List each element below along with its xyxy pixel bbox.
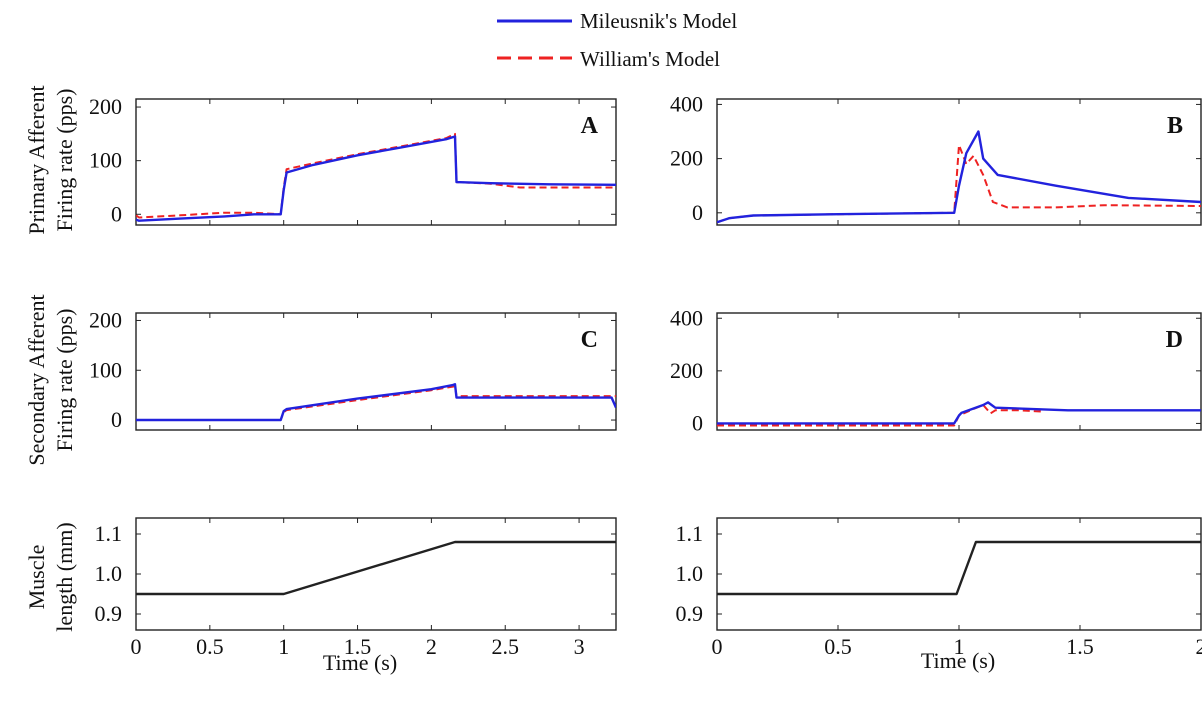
y-tick-label: 1.0 bbox=[676, 561, 704, 586]
panel-a: 0 100 200 A bbox=[89, 94, 617, 226]
y-tick-label: 0 bbox=[111, 201, 122, 226]
y-tick-label: 100 bbox=[89, 357, 122, 382]
ylabel-length-line2: length (mm) bbox=[52, 522, 77, 631]
panel-label: D bbox=[1166, 327, 1183, 353]
ylabel-secondary-line2: Firing rate (pps) bbox=[52, 309, 77, 452]
series-line-mileusnik-s-model bbox=[717, 130, 1201, 224]
x-tick-label: 2 bbox=[1196, 634, 1202, 659]
plot-frame bbox=[135, 312, 617, 431]
plot-frame bbox=[135, 517, 617, 631]
panel-label: B bbox=[1167, 113, 1183, 139]
x-tick-label: 3 bbox=[574, 634, 585, 659]
series-line-length bbox=[136, 540, 616, 596]
x-tick-label: 1.5 bbox=[344, 634, 372, 659]
series-line-william-s-model bbox=[136, 132, 616, 219]
panel-c: 0 100 200 C bbox=[89, 307, 617, 432]
plot-frame bbox=[716, 517, 1202, 631]
x-tick-label: 1.5 bbox=[1066, 634, 1094, 659]
y-tick-label: 400 bbox=[670, 305, 703, 330]
panel-d: 0 200 400 D bbox=[670, 305, 1202, 435]
x-tick-label: 2.5 bbox=[491, 634, 519, 659]
x-tick-label: 0.5 bbox=[824, 634, 852, 659]
y-tick-label: 1.1 bbox=[676, 521, 704, 546]
panel-b: 0 200 400 B bbox=[670, 91, 1202, 226]
xlabel-left: Time (s) bbox=[323, 650, 397, 675]
y-tick-label: 400 bbox=[670, 91, 703, 116]
series-line-mileusnik-s-model bbox=[717, 401, 1201, 425]
y-tick-label: 100 bbox=[89, 148, 122, 173]
series-line-mileusnik-s-model bbox=[136, 135, 616, 222]
x-tick-label: 2 bbox=[426, 634, 437, 659]
y-tick-label: 0.9 bbox=[95, 601, 123, 626]
x-tick-label: 0.5 bbox=[196, 634, 224, 659]
x-tick-label: 1 bbox=[954, 634, 965, 659]
ylabel-secondary-line1: Secondary Afferent bbox=[24, 294, 49, 465]
legend-label-mileusnik: Mileusnik's Model bbox=[580, 9, 737, 33]
x-tick-label: 1 bbox=[278, 634, 289, 659]
series-line-mileusnik-s-model bbox=[136, 383, 616, 422]
panel-length-left: 0.9 1.0 1.1 0 0.5 1 1.5 2 2.5 3 bbox=[95, 517, 617, 659]
y-tick-label: 200 bbox=[89, 307, 122, 332]
y-tick-label: 200 bbox=[89, 94, 122, 119]
y-tick-label: 0.9 bbox=[676, 601, 704, 626]
xlabel-right: Time (s) bbox=[921, 648, 995, 673]
y-tick-label: 0 bbox=[111, 407, 122, 432]
ylabel-primary-line1: Primary Afferent bbox=[24, 85, 49, 234]
series-line-william-s-model bbox=[136, 385, 616, 421]
y-tick-label: 0 bbox=[692, 200, 703, 225]
panel-label: A bbox=[581, 113, 599, 139]
y-tick-label: 1.1 bbox=[95, 521, 123, 546]
y-tick-label: 200 bbox=[670, 146, 703, 171]
series-line-length bbox=[717, 540, 1201, 596]
x-tick-label: 0 bbox=[712, 634, 723, 659]
y-tick-label: 0 bbox=[692, 410, 703, 435]
ylabel-primary-line2: Firing rate (pps) bbox=[52, 89, 77, 232]
y-tick-label: 200 bbox=[670, 358, 703, 383]
series-line-william-s-model bbox=[717, 144, 1201, 224]
legend-label-william: William's Model bbox=[580, 47, 720, 71]
y-tick-label: 1.0 bbox=[95, 561, 123, 586]
legend: Mileusnik's Model William's Model bbox=[497, 9, 737, 71]
panel-length-right: 0.9 1.0 1.1 0 0.5 1 1.5 2 bbox=[676, 517, 1202, 659]
plot-frame bbox=[716, 312, 1202, 431]
panel-label: C bbox=[581, 327, 598, 353]
plot-frame bbox=[135, 98, 617, 226]
x-tick-label: 0 bbox=[131, 634, 142, 659]
ylabel-length-line1: Muscle bbox=[24, 545, 49, 610]
